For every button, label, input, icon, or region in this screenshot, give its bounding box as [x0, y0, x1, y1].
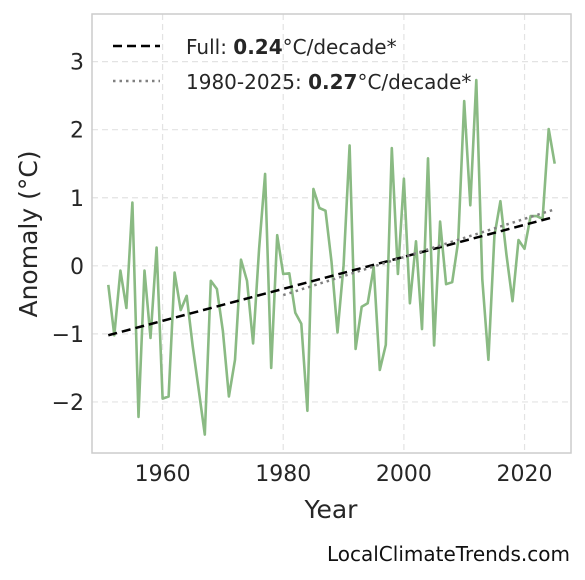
series-layer — [107, 78, 556, 436]
y-tick-label: −2 — [52, 391, 84, 416]
legend-full-label: Full: — [186, 35, 233, 59]
plot-frame — [91, 13, 572, 454]
legend-full-value: 0.24 — [233, 35, 282, 59]
anomaly-series-line — [107, 78, 556, 436]
trend-layer — [107, 208, 556, 337]
legend-recent-label: 1980-2025: — [186, 70, 308, 94]
legend-recent-unit: °C/decade* — [357, 70, 471, 94]
x-tick-label: 2020 — [497, 462, 553, 487]
y-axis-label: Anomaly (°C) — [14, 150, 43, 317]
y-tick-label: 3 — [70, 51, 84, 76]
trend-line-1980-2025 — [282, 208, 556, 297]
y-tick-label: 1 — [70, 187, 84, 212]
y-tick-label: 2 — [70, 119, 84, 144]
x-tick-label: 1980 — [255, 462, 311, 487]
legend-full-unit: °C/decade* — [283, 35, 397, 59]
legend-entry-recent: 1980-2025: 0.27°C/decade* — [186, 70, 471, 94]
legend-entry-full: Full: 0.24°C/decade* — [186, 35, 397, 59]
x-axis-label: Year — [304, 495, 359, 524]
legend-recent-value: 0.27 — [308, 70, 357, 94]
x-tick-label: 2000 — [376, 462, 432, 487]
legend: Full: 0.24°C/decade* 1980-2025: 0.27°C/d… — [113, 35, 471, 94]
watermark: LocalClimateTrends.com — [327, 542, 570, 566]
x-tick-label: 1960 — [135, 462, 191, 487]
y-tick-label: 0 — [70, 255, 84, 280]
y-tick-labels: −2 −1 0 1 2 3 — [52, 51, 84, 416]
y-tick-label: −1 — [52, 323, 84, 348]
x-tick-labels: 1960 1980 2000 2020 — [135, 462, 553, 487]
trend-line-full — [107, 215, 556, 337]
